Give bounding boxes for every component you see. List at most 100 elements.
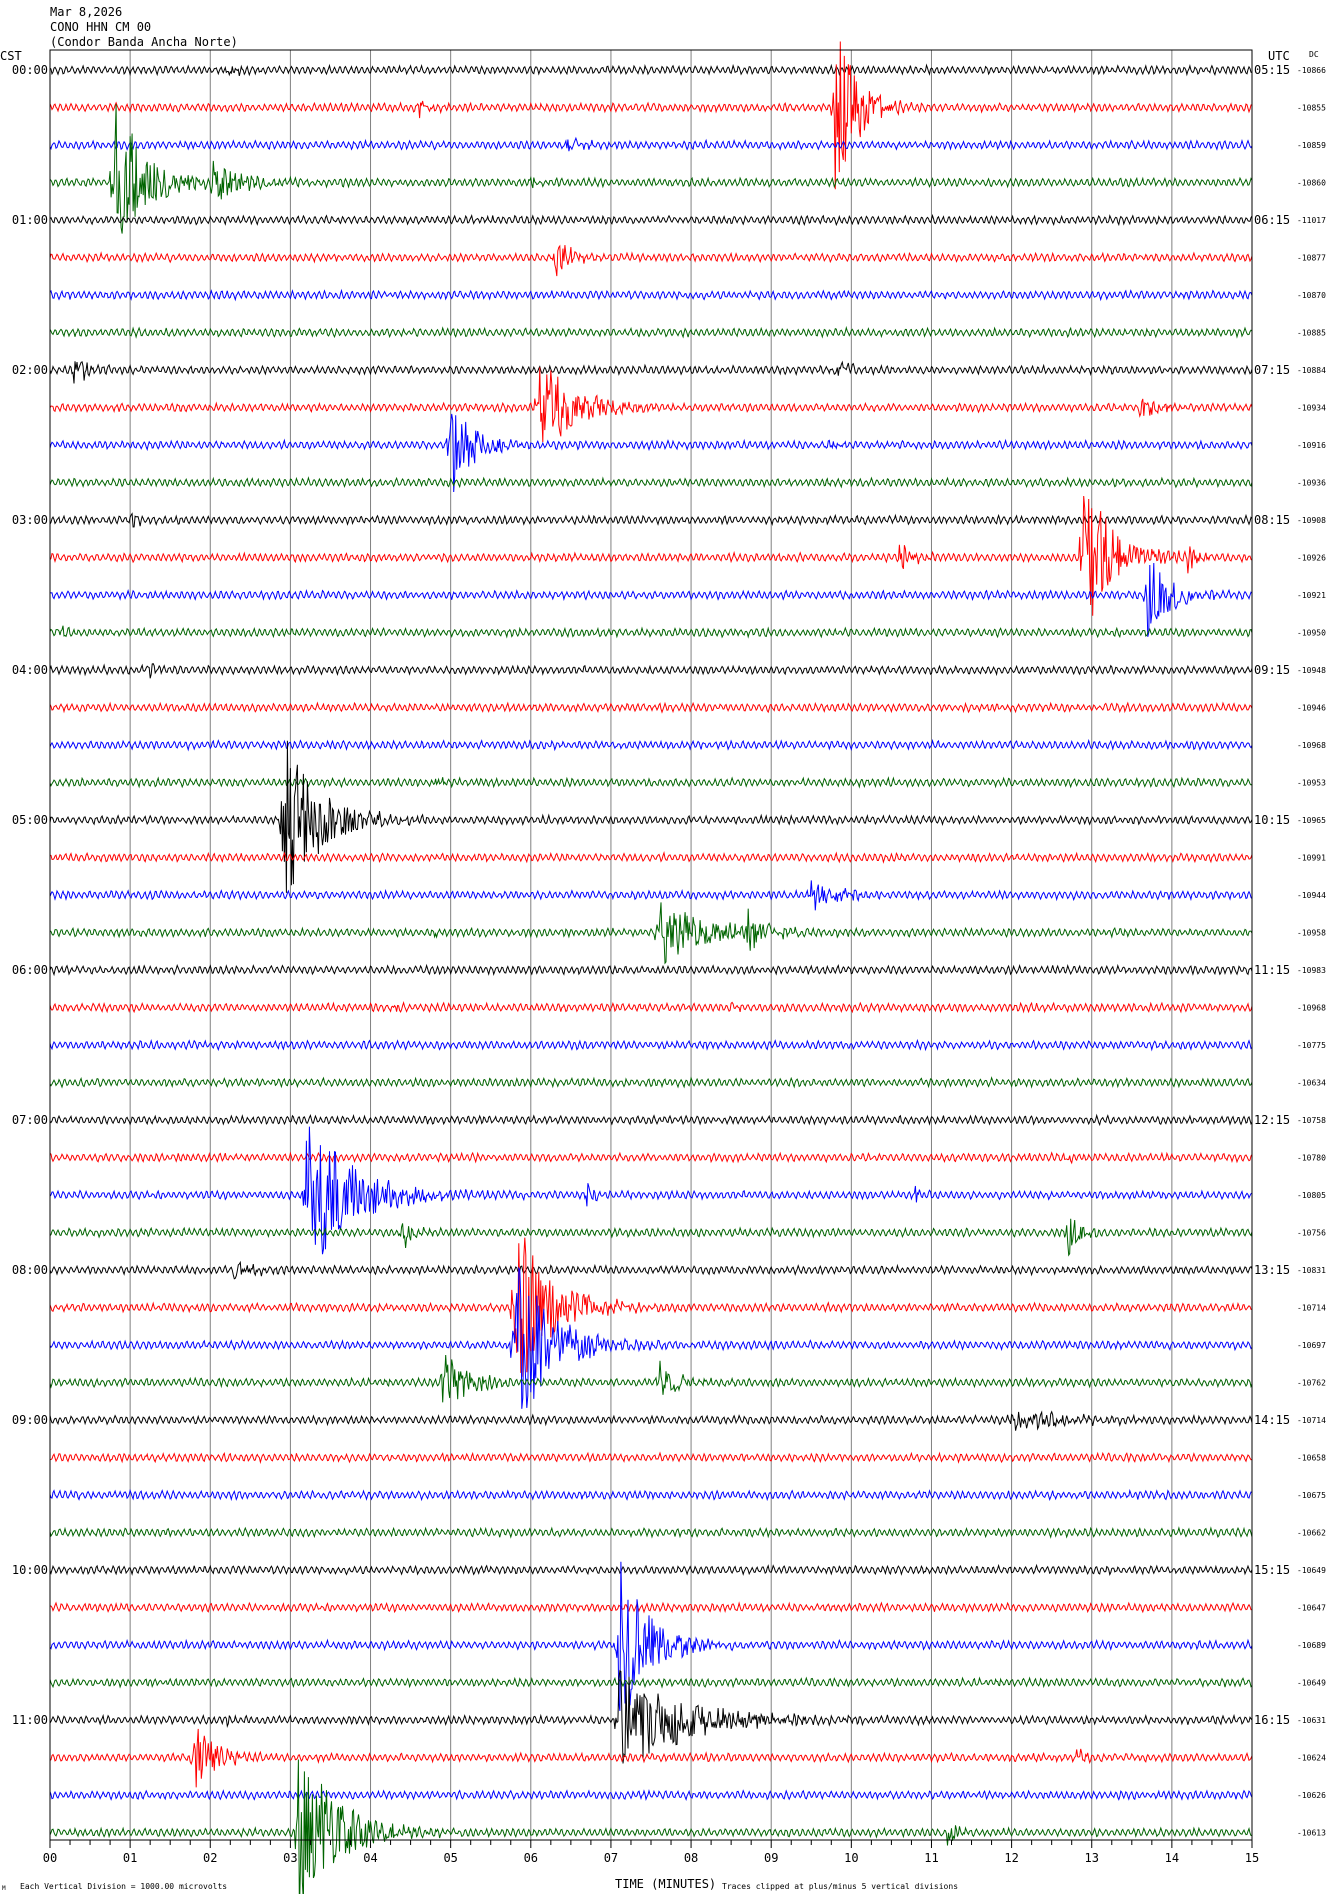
- right-hour-label: 05:15: [1254, 63, 1290, 77]
- plot-frame: [49, 49, 1253, 1841]
- dc-offset-label: -10860: [1297, 179, 1326, 188]
- dc-offset-label: -10658: [1297, 1454, 1326, 1463]
- dc-offset-label: -10934: [1297, 404, 1326, 413]
- right-hour-label: 08:15: [1254, 513, 1290, 527]
- dc-offset-label: -10626: [1297, 1791, 1326, 1800]
- right-hour-label: 11:15: [1254, 963, 1290, 977]
- dc-offset-label: -10968: [1297, 1004, 1326, 1013]
- right-hour-label: 12:15: [1254, 1113, 1290, 1127]
- dc-offset-label: -10649: [1297, 1566, 1326, 1575]
- trace-line: [49, 1038, 1253, 1052]
- trace-line: [49, 902, 1253, 965]
- left-hour-label: 10:00: [12, 1563, 48, 1577]
- x-tick-label: 14: [1165, 1851, 1179, 1865]
- dc-offset-label: -10968: [1297, 741, 1326, 750]
- left-hour-label: 05:00: [12, 813, 48, 827]
- x-tick-label: 09: [764, 1851, 778, 1865]
- dc-offset-label: -10991: [1297, 854, 1326, 863]
- x-axis-title: TIME (MINUTES): [615, 1877, 716, 1891]
- trace-line: [49, 1410, 1253, 1431]
- trace-line: [49, 1451, 1253, 1465]
- x-tick-label: 04: [363, 1851, 377, 1865]
- x-axis-ticks: [49, 1840, 1253, 1848]
- right-hour-label: 15:15: [1254, 1563, 1290, 1577]
- dc-offset-label: -10965: [1297, 816, 1326, 825]
- time-grid: [49, 50, 1253, 1840]
- dc-offset-label: -10855: [1297, 104, 1326, 113]
- dc-offset-label: -10926: [1297, 554, 1326, 563]
- dc-offset-label: -10775: [1297, 1041, 1326, 1050]
- trace-line: [49, 325, 1253, 339]
- x-tick-label: 08: [684, 1851, 698, 1865]
- left-hour-label: 01:00: [12, 213, 48, 227]
- trace-line: [49, 1563, 1253, 1577]
- dc-offset-label: -10714: [1297, 1416, 1326, 1425]
- trace-line: [49, 562, 1253, 637]
- trace-line: [49, 367, 1253, 443]
- dc-offset-label: -10805: [1297, 1191, 1326, 1200]
- right-timezone-label: UTC: [1268, 49, 1290, 63]
- trace-line: [49, 213, 1253, 227]
- dc-offset-label: -10675: [1297, 1491, 1326, 1500]
- dc-offset-label: -10780: [1297, 1154, 1326, 1163]
- x-tick-label: 13: [1085, 1851, 1099, 1865]
- dc-offset-label: -10908: [1297, 516, 1326, 525]
- trace-line: [49, 1354, 1253, 1403]
- dc-offset-label: -10884: [1297, 366, 1326, 375]
- trace-line: [49, 495, 1253, 616]
- x-tick-label: 06: [524, 1851, 538, 1865]
- dc-offset-label: -10859: [1297, 141, 1326, 150]
- x-tick-label: 12: [1004, 1851, 1018, 1865]
- dc-offset-label: -10944: [1297, 891, 1326, 900]
- axis-labels: 00 01 02 03 04 05 06 07 08 09 10 11 12 13 14 15 00:00 01:…: [12, 63, 1326, 1865]
- x-tick-label: 11: [924, 1851, 938, 1865]
- trace-line: [49, 1260, 1253, 1280]
- dc-offset-label: -10831: [1297, 1266, 1326, 1275]
- dc-offset-label: -10870: [1297, 291, 1326, 300]
- x-tick-label: 07: [604, 1851, 618, 1865]
- trace-line: [49, 63, 1253, 77]
- left-hour-label: 11:00: [12, 1713, 48, 1727]
- trace-line: [49, 1237, 1253, 1377]
- dc-offset-label: -10634: [1297, 1079, 1326, 1088]
- trace-line: [49, 360, 1253, 384]
- trace-line: [49, 880, 1253, 911]
- dc-offset-label: -10921: [1297, 591, 1326, 600]
- trace-line: [49, 136, 1253, 152]
- dc-offset-label: -10983: [1297, 966, 1326, 975]
- dc-offset-label: -10758: [1297, 1116, 1326, 1125]
- dc-offset-label: -10647: [1297, 1604, 1326, 1613]
- trace-line: [49, 476, 1253, 489]
- header-station: CONO HHN CM 00: [50, 20, 151, 34]
- trace-line: [49, 851, 1253, 864]
- dc-offset-label: -10953: [1297, 779, 1326, 788]
- clip-note: Traces clipped at plus/minus 5 vertical …: [722, 1882, 958, 1891]
- right-hour-label: 06:15: [1254, 213, 1290, 227]
- trace-line: [49, 625, 1253, 639]
- right-hour-label: 13:15: [1254, 1263, 1290, 1277]
- trace-line: [49, 1669, 1253, 1764]
- header-date: Mar 8,2026: [50, 5, 122, 19]
- trace-line: [49, 701, 1253, 714]
- trace-line: [49, 288, 1253, 302]
- left-hour-label: 06:00: [12, 963, 48, 977]
- dc-offset-label: -10946: [1297, 704, 1326, 713]
- left-hour-label: 03:00: [12, 513, 48, 527]
- trace-line: [49, 776, 1253, 789]
- x-tick-label: 03: [283, 1851, 297, 1865]
- trace-line: [49, 244, 1253, 277]
- trace-line: [49, 1488, 1253, 1502]
- left-hour-label: 02:00: [12, 363, 48, 377]
- dc-offset-label: -10624: [1297, 1754, 1326, 1763]
- dc-offset-label: -10885: [1297, 329, 1326, 338]
- seismic-traces: [49, 41, 1253, 1894]
- x-tick-label: 02: [203, 1851, 217, 1865]
- dc-offset-label: -10762: [1297, 1379, 1326, 1388]
- dc-offset-label: -10756: [1297, 1229, 1326, 1238]
- trace-line: [49, 104, 1253, 234]
- left-hour-label: 09:00: [12, 1413, 48, 1427]
- header-network: (Condor Banda Ancha Norte): [50, 35, 238, 49]
- trace-line: [49, 1000, 1253, 1014]
- left-timezone-label: CST: [0, 49, 22, 63]
